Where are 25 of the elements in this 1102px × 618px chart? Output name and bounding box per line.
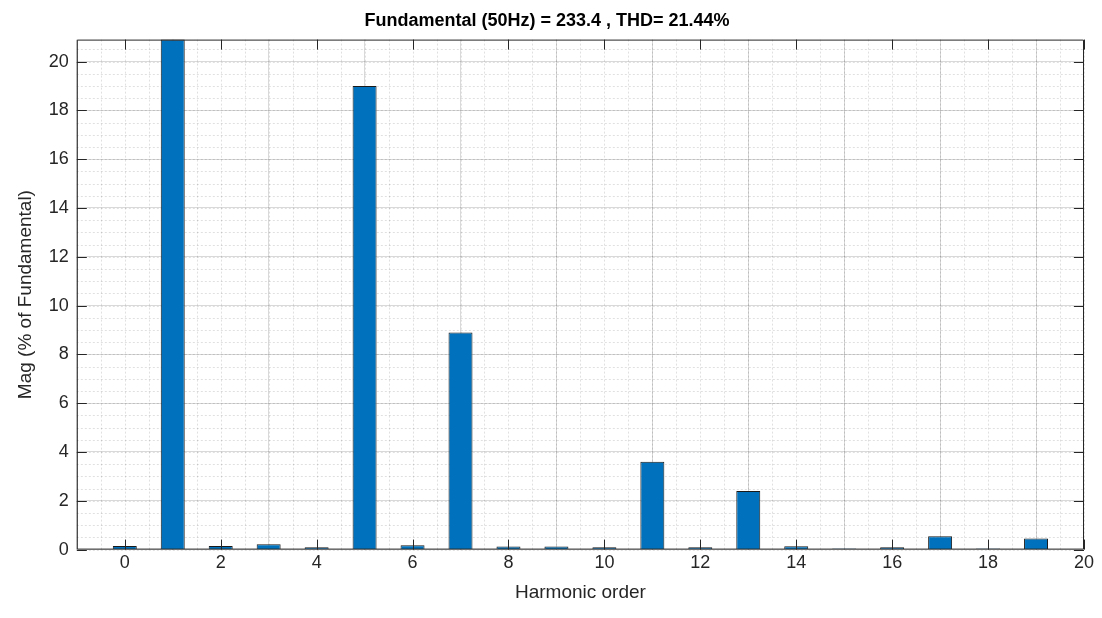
y-tick-label: 8 xyxy=(58,343,69,364)
x-tick-label: 6 xyxy=(407,552,418,573)
y-tick-label: 10 xyxy=(48,294,69,315)
x-tick-label: 14 xyxy=(786,552,807,573)
y-tick-label: 12 xyxy=(48,245,69,266)
y-tick-label: 6 xyxy=(58,392,69,413)
y-tick-label: 4 xyxy=(58,440,69,461)
y-tick-label: 14 xyxy=(48,196,69,217)
chart-title: Fundamental (50Hz) = 233.4 , THD= 21.44% xyxy=(364,9,730,30)
y-axis-title: Mag (% of Fundamental) xyxy=(13,190,35,400)
x-tick-label: 8 xyxy=(503,552,514,573)
x-tick-label: 2 xyxy=(215,552,226,573)
x-tick-label: 16 xyxy=(882,552,903,573)
y-tick-label: 18 xyxy=(48,99,69,120)
x-tick-label: 12 xyxy=(690,552,711,573)
x-axis-title: Harmonic order xyxy=(514,580,647,602)
x-tick-label: 10 xyxy=(594,552,615,573)
y-tick-label: 2 xyxy=(58,489,69,510)
y-tick-label: 0 xyxy=(58,538,69,559)
x-tick-label: 18 xyxy=(978,552,999,573)
y-tick-label: 20 xyxy=(48,50,69,71)
x-tick-label: 20 xyxy=(1073,552,1095,573)
y-tick-label: 16 xyxy=(48,148,69,169)
x-tick-label: 0 xyxy=(119,552,130,573)
x-tick-label: 4 xyxy=(311,552,322,573)
